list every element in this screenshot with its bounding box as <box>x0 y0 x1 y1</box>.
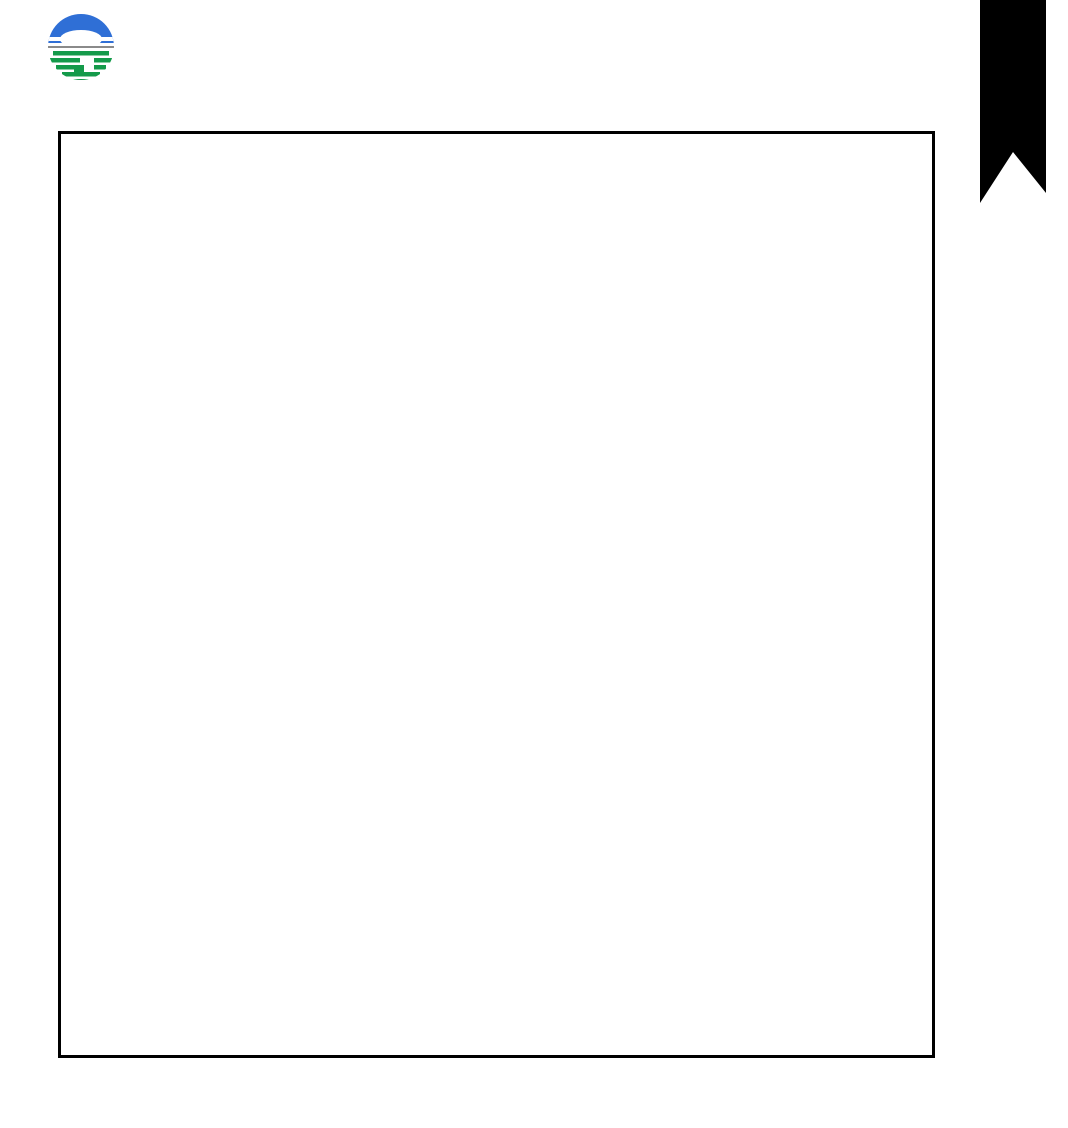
wrf-ribbon <box>980 0 1046 210</box>
forecast-time-block <box>475 28 935 54</box>
colorbar <box>966 220 1066 965</box>
lifted-index-map <box>58 131 935 1058</box>
colorbar-legend <box>966 220 1066 970</box>
bmkg-logo <box>44 12 118 80</box>
bmkg-logo-icon <box>48 14 114 80</box>
map-frame <box>58 131 935 1058</box>
forecast-map <box>58 131 935 1063</box>
ribbon-icon <box>980 0 1046 203</box>
